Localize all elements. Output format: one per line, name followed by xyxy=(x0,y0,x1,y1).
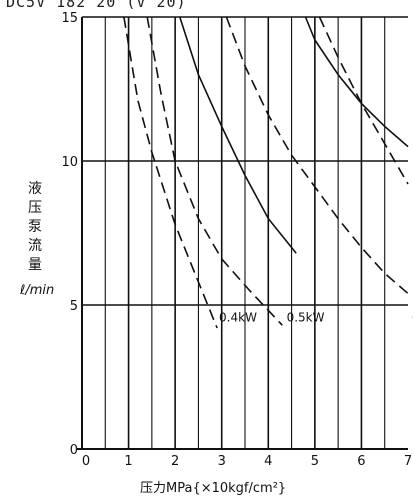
curve-label: 0.5kW xyxy=(287,311,325,325)
curve-label: 0.4kW xyxy=(219,311,257,325)
y-axis-label: 液 压 泵 流 量 ℓ/min xyxy=(20,180,55,300)
y-axis-label-char: 泵 xyxy=(28,219,42,235)
power-curve xyxy=(318,16,409,185)
power-curve xyxy=(123,16,218,329)
y-axis-label-char: 压 xyxy=(28,200,42,216)
x-tick-label: 5 xyxy=(311,454,319,469)
y-axis-label-char: 量 xyxy=(28,257,42,273)
power-curve xyxy=(304,16,409,148)
chart-grid xyxy=(82,16,408,449)
y-tick-label: 5 xyxy=(70,299,78,314)
power-curve xyxy=(225,16,409,295)
cropped-header-text: DC5V 182 20 (V 20) xyxy=(6,0,187,11)
y-axis-unit: ℓ/min xyxy=(20,283,55,298)
x-tick-label: 7 xyxy=(404,454,412,469)
x-tick-label: 4 xyxy=(264,454,272,469)
x-tick-label: 6 xyxy=(357,454,365,469)
chart-tick-labels: 0 1 2 3 4 5 6 7 0 5 10 15 xyxy=(61,11,412,469)
chart-axes xyxy=(76,17,408,450)
x-tick-label: 3 xyxy=(218,454,226,469)
power-curve xyxy=(146,16,283,326)
y-tick-label: 15 xyxy=(61,11,78,26)
chart-curves xyxy=(123,16,409,329)
power-curve xyxy=(179,16,297,254)
y-axis-label-char: 流 xyxy=(28,238,42,254)
x-axis-label: 压力MPa{×10kgf/cm²} xyxy=(140,481,287,496)
x-tick-label: 2 xyxy=(171,454,179,469)
x-tick-label: 1 xyxy=(124,454,132,469)
x-tick-label: 0 xyxy=(82,454,90,469)
y-tick-label: 0 xyxy=(70,443,78,458)
y-axis-label-char: 液 xyxy=(28,181,42,197)
y-tick-label: 10 xyxy=(61,155,78,170)
